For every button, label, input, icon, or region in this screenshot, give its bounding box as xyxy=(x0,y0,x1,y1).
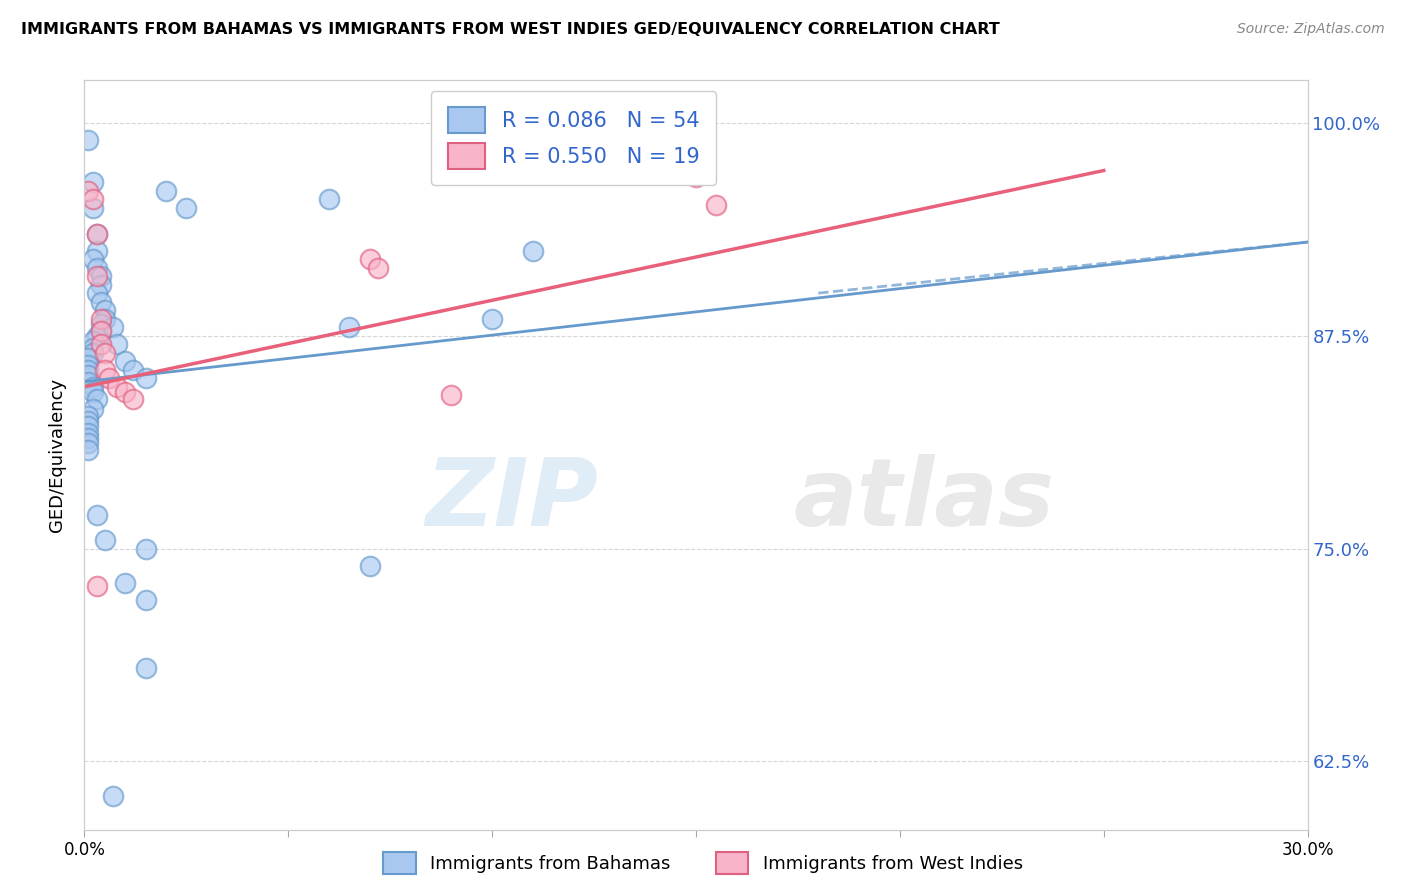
Text: Source: ZipAtlas.com: Source: ZipAtlas.com xyxy=(1237,22,1385,37)
Point xyxy=(706,197,728,211)
Point xyxy=(93,311,115,326)
Point xyxy=(90,337,112,351)
Point xyxy=(122,363,145,377)
Legend: Immigrants from Bahamas, Immigrants from West Indies: Immigrants from Bahamas, Immigrants from… xyxy=(374,843,1032,883)
Point xyxy=(90,277,112,292)
Point xyxy=(135,661,157,675)
Point xyxy=(82,401,104,416)
Point xyxy=(135,371,157,385)
Point xyxy=(82,201,104,215)
Point xyxy=(82,345,104,359)
Point xyxy=(86,508,108,522)
Point xyxy=(77,133,100,147)
Point xyxy=(77,442,100,457)
Text: ZIP: ZIP xyxy=(425,454,598,546)
Text: atlas: atlas xyxy=(794,454,1054,546)
Point xyxy=(135,541,157,556)
Point xyxy=(86,227,108,241)
Point xyxy=(481,311,503,326)
Point xyxy=(77,436,100,450)
Point xyxy=(174,201,197,215)
Point xyxy=(86,328,108,343)
Point xyxy=(86,269,108,284)
Point xyxy=(86,227,108,241)
Point xyxy=(90,294,112,309)
Point xyxy=(90,311,112,326)
Point xyxy=(101,789,124,803)
Point xyxy=(86,392,108,406)
Point xyxy=(105,337,128,351)
Point xyxy=(122,392,145,406)
Point xyxy=(77,351,100,365)
Point xyxy=(77,184,100,198)
Point xyxy=(685,170,707,185)
Point xyxy=(359,558,381,573)
Point xyxy=(77,363,100,377)
Point xyxy=(86,286,108,301)
Point xyxy=(77,414,100,428)
Point xyxy=(90,324,112,338)
Point xyxy=(93,363,115,377)
Point xyxy=(82,341,104,355)
Point xyxy=(82,176,104,190)
Point xyxy=(77,368,100,382)
Point xyxy=(82,252,104,266)
Point xyxy=(93,533,115,547)
Point xyxy=(339,320,361,334)
Point xyxy=(86,244,108,258)
Legend: R = 0.086   N = 54, R = 0.550   N = 19: R = 0.086 N = 54, R = 0.550 N = 19 xyxy=(432,91,716,186)
Point xyxy=(90,324,112,338)
Point xyxy=(82,384,104,399)
Point xyxy=(440,388,463,402)
Point xyxy=(155,184,177,198)
Point xyxy=(77,358,100,372)
Point xyxy=(82,334,104,348)
Text: IMMIGRANTS FROM BAHAMAS VS IMMIGRANTS FROM WEST INDIES GED/EQUIVALENCY CORRELATI: IMMIGRANTS FROM BAHAMAS VS IMMIGRANTS FR… xyxy=(21,22,1000,37)
Point xyxy=(86,579,108,593)
Point xyxy=(77,419,100,434)
Point xyxy=(105,380,128,394)
Point xyxy=(114,354,136,368)
Point xyxy=(114,575,136,590)
Point xyxy=(93,345,115,359)
Point xyxy=(82,193,104,207)
Y-axis label: GED/Equivalency: GED/Equivalency xyxy=(48,378,66,532)
Point xyxy=(93,303,115,318)
Point xyxy=(318,193,340,207)
Point xyxy=(77,409,100,423)
Point xyxy=(86,260,108,275)
Point xyxy=(101,320,124,334)
Point xyxy=(82,380,104,394)
Point xyxy=(97,371,120,385)
Point xyxy=(77,425,100,440)
Point xyxy=(77,375,100,389)
Point xyxy=(77,431,100,445)
Point xyxy=(114,384,136,399)
Point xyxy=(359,252,381,266)
Point xyxy=(522,244,544,258)
Point xyxy=(135,592,157,607)
Point xyxy=(90,317,112,331)
Point xyxy=(90,269,112,284)
Point xyxy=(367,260,389,275)
